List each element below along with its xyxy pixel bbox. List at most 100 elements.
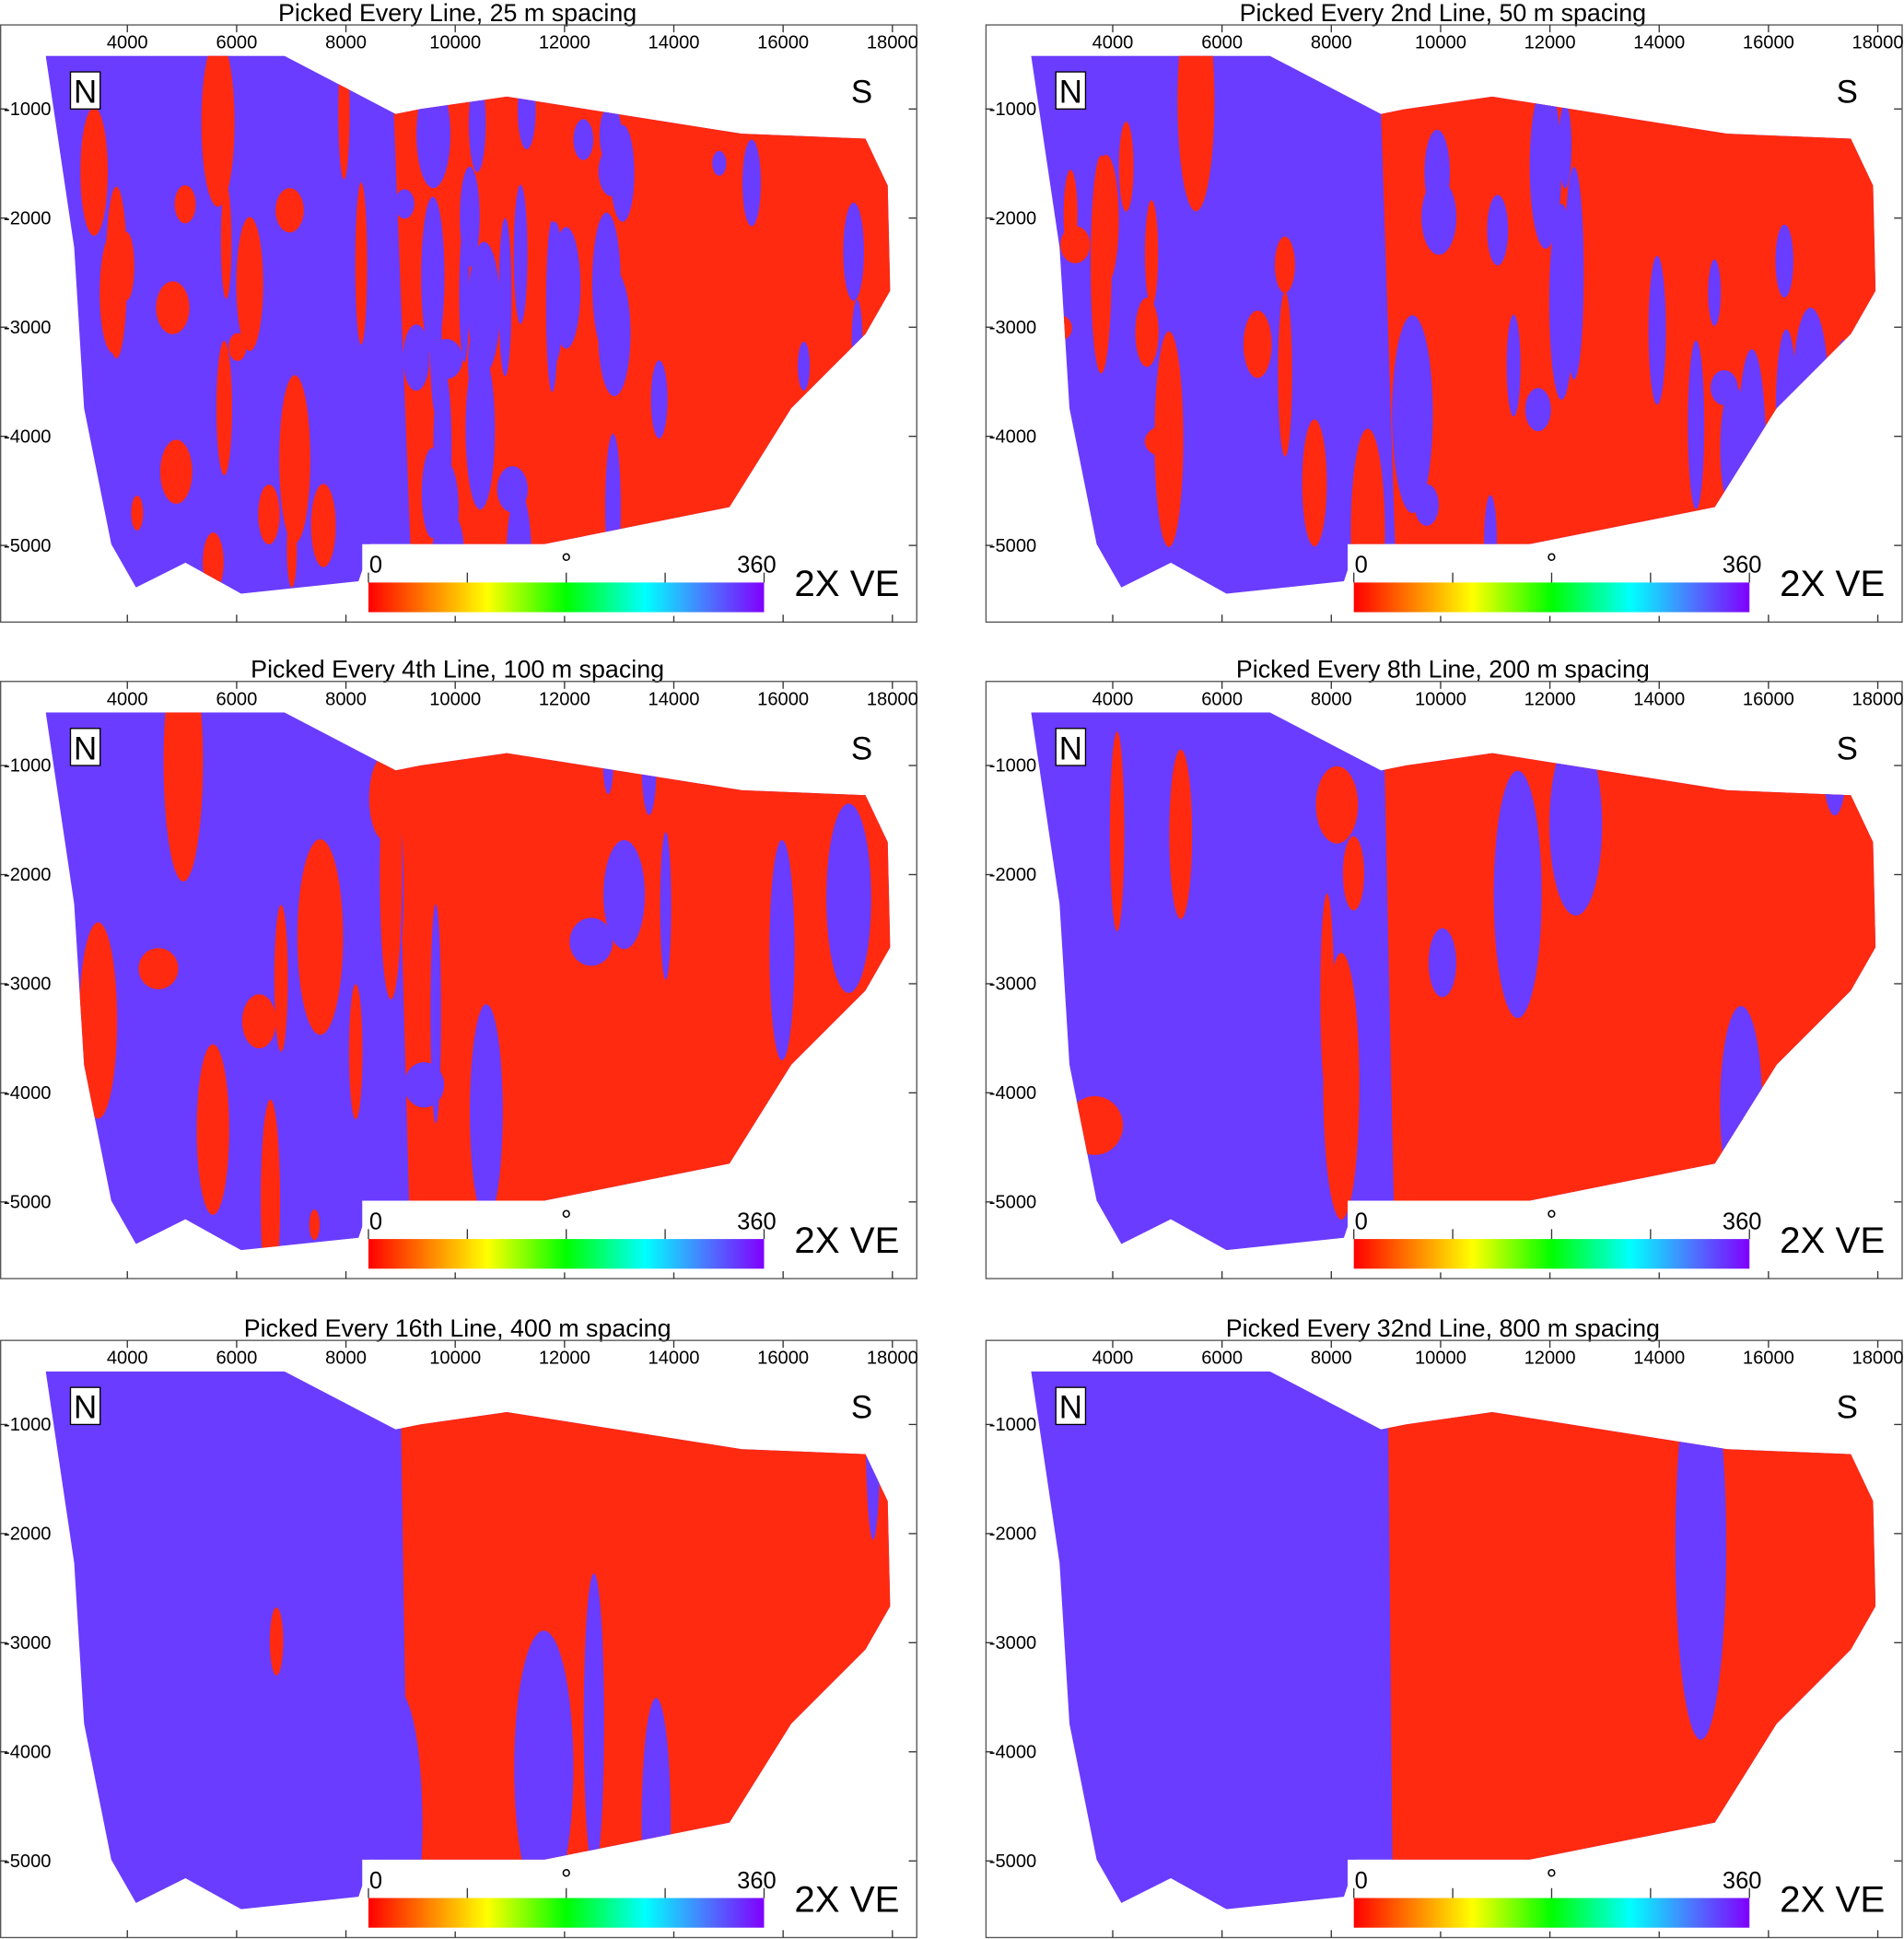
y-tick-label: -1000 bbox=[989, 756, 1036, 777]
map-patch bbox=[591, 212, 621, 354]
map-patch bbox=[203, 532, 224, 592]
panel: Picked Every 8th Line, 200 m spacing 4000… bbox=[985, 656, 1904, 1279]
north-box bbox=[1055, 71, 1087, 110]
map-patch bbox=[279, 375, 310, 544]
x-tick-label: 10000 bbox=[429, 689, 481, 709]
south-label: S bbox=[1837, 75, 1858, 111]
colorbar bbox=[368, 582, 765, 613]
colorbar-max: 360 bbox=[1723, 553, 1762, 578]
panel-title: Picked Every Line, 25 m spacing bbox=[278, 0, 637, 27]
map-patch bbox=[196, 1044, 229, 1215]
map-patch bbox=[355, 182, 368, 345]
map-patch bbox=[1793, 308, 1828, 473]
x-tick-label: 8000 bbox=[325, 689, 367, 709]
x-tick-label: 8000 bbox=[1311, 1349, 1352, 1369]
x-tick-label: 14000 bbox=[648, 33, 700, 53]
south-label: S bbox=[851, 1390, 872, 1426]
map-patch bbox=[236, 216, 263, 352]
map-patch bbox=[205, 102, 218, 131]
map-patch bbox=[1708, 259, 1722, 326]
colorbar-unit: ° bbox=[561, 1205, 572, 1235]
map-patch bbox=[297, 839, 344, 1035]
map-patch bbox=[348, 984, 363, 1120]
x-tick-label: 4000 bbox=[107, 689, 148, 709]
x-tick-label: 4000 bbox=[1092, 689, 1134, 709]
x-tick-label: 16000 bbox=[1743, 689, 1794, 709]
x-tick-label: 14000 bbox=[1633, 33, 1685, 53]
map-patch bbox=[1493, 770, 1542, 1019]
panel-title: Picked Every 2nd Line, 50 m spacing bbox=[1240, 0, 1646, 27]
map-patch bbox=[468, 241, 500, 374]
map-patch bbox=[403, 1062, 445, 1108]
colorbar-unit: ° bbox=[1547, 1205, 1558, 1235]
map-patch bbox=[460, 166, 480, 267]
vertical-exaggeration: 2X VE bbox=[794, 563, 899, 604]
map-patch bbox=[1549, 732, 1603, 916]
map-patch bbox=[545, 220, 559, 392]
y-tick-label: -3000 bbox=[4, 318, 51, 338]
colorbar-min: 0 bbox=[369, 1209, 382, 1234]
y-tick-label: -2000 bbox=[4, 865, 51, 885]
colorbar-max: 360 bbox=[737, 1209, 777, 1234]
map-patch bbox=[261, 1099, 281, 1251]
x-tick-label: 14000 bbox=[1633, 1349, 1685, 1369]
axes-frame bbox=[0, 24, 917, 624]
map-patch bbox=[1559, 103, 1572, 189]
map-patch bbox=[838, 1090, 886, 1172]
colorbar-max: 360 bbox=[1723, 1868, 1762, 1894]
map-patch bbox=[573, 119, 594, 160]
map-patch bbox=[309, 1209, 321, 1241]
x-tick-label: 8000 bbox=[1311, 33, 1352, 53]
x-tick-label: 10000 bbox=[1415, 689, 1466, 709]
y-tick-label: -3000 bbox=[989, 975, 1036, 995]
colorbar-min: 0 bbox=[1355, 1209, 1368, 1234]
panel: Picked Every 32nd Line, 800 m spacing 400… bbox=[985, 1314, 1904, 1939]
y-tick-label: -3000 bbox=[4, 1633, 51, 1653]
map-patch bbox=[1529, 84, 1562, 250]
y-tick-label: -5000 bbox=[4, 1193, 51, 1213]
map-patch bbox=[602, 724, 614, 795]
y-tick-label: -4000 bbox=[989, 1083, 1036, 1104]
y-tick-label: -2000 bbox=[4, 208, 51, 228]
x-tick-label: 16000 bbox=[1743, 1349, 1794, 1369]
y-tick-label: -3000 bbox=[4, 975, 51, 995]
y-tick-label: -2000 bbox=[4, 1524, 51, 1545]
north-label: N bbox=[74, 730, 97, 766]
vertical-exaggeration: 2X VE bbox=[1780, 563, 1885, 604]
axes-frame bbox=[0, 1339, 917, 1939]
map-patch bbox=[1506, 314, 1521, 417]
map-patch bbox=[430, 338, 463, 380]
colorbar-unit: ° bbox=[1547, 549, 1558, 579]
x-tick-label: 10000 bbox=[429, 33, 481, 53]
map-patch bbox=[241, 994, 276, 1049]
x-tick-label: 16000 bbox=[757, 689, 809, 709]
map-patch bbox=[1710, 369, 1738, 405]
x-tick-label: 6000 bbox=[216, 1349, 258, 1369]
south-label: S bbox=[851, 75, 872, 111]
y-tick-label: -4000 bbox=[4, 1742, 51, 1762]
x-tick-label: 14000 bbox=[1633, 689, 1685, 709]
map-patch bbox=[569, 917, 613, 966]
colorbar bbox=[1353, 582, 1750, 613]
y-tick-label: -2000 bbox=[989, 208, 1036, 228]
map-patch bbox=[1278, 291, 1292, 457]
y-tick-label: -4000 bbox=[4, 1083, 51, 1104]
map-patch bbox=[552, 227, 581, 349]
map-patch bbox=[433, 365, 452, 528]
axes-frame bbox=[985, 1339, 1903, 1939]
colorbar-max: 360 bbox=[737, 1868, 777, 1894]
x-tick-label: 16000 bbox=[757, 1349, 809, 1369]
y-tick-label: -5000 bbox=[989, 536, 1036, 556]
map-patch bbox=[310, 484, 336, 567]
y-tick-label: -5000 bbox=[989, 1851, 1036, 1872]
x-tick-label: 8000 bbox=[325, 1349, 367, 1369]
colorbar bbox=[1353, 1239, 1750, 1269]
panel: Picked Every 2nd Line, 50 m spacing 4000 6… bbox=[985, 0, 1904, 624]
map-patch bbox=[1675, 1371, 1727, 1740]
x-tick-label: 12000 bbox=[539, 33, 590, 53]
map-patch bbox=[660, 832, 672, 980]
map-patch bbox=[220, 184, 232, 299]
y-tick-label: -5000 bbox=[989, 1193, 1036, 1213]
map-patch bbox=[1688, 340, 1705, 509]
north-box bbox=[1055, 1386, 1087, 1426]
